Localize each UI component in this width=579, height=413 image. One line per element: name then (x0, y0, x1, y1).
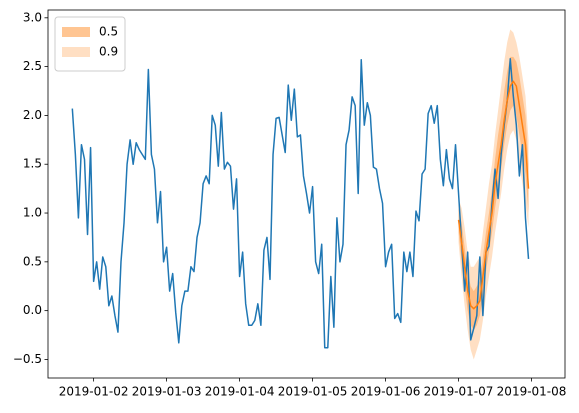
x-tick-label: 2019-01-06 (351, 385, 421, 399)
y-tick-label: 0.0 (23, 303, 42, 317)
y-tick-label: −0.5 (13, 352, 42, 366)
x-tick-label: 2019-01-07 (424, 385, 494, 399)
line (71, 58, 530, 349)
legend-swatch (62, 27, 90, 37)
y-tick-label: 0.5 (23, 254, 42, 268)
x-tick-label: 2019-01-05 (278, 385, 348, 399)
plot-frame (47, 9, 566, 379)
y-tick-label: 2.0 (23, 108, 42, 122)
legend-label: 0.5 (99, 25, 118, 39)
x-tick-label: 2019-01-08 (497, 385, 567, 399)
line (457, 80, 530, 310)
x-tick-label: 2019-01-04 (205, 385, 275, 399)
y-tick-label: 3.0 (23, 10, 42, 24)
y-tick-label: 2.5 (23, 59, 42, 73)
legend-label: 0.9 (99, 45, 118, 59)
x-tick-label: 2019-01-03 (132, 385, 202, 399)
y-tick-label: 1.5 (23, 157, 42, 171)
legend-box (54, 16, 126, 72)
y-tick-label: 1.0 (23, 206, 42, 220)
x-tick-label: 2019-01-02 (59, 385, 129, 399)
legend-swatch (62, 47, 90, 57)
